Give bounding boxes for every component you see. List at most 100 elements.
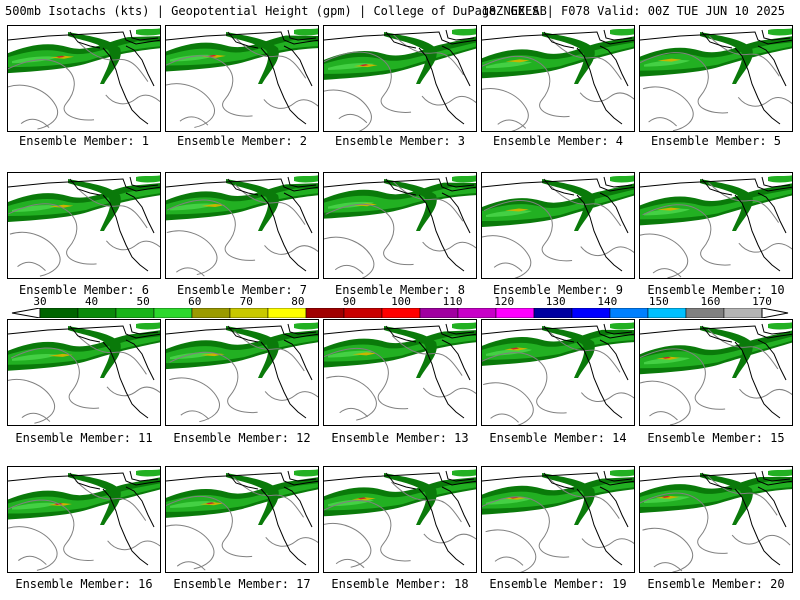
- boundary-line: [260, 47, 307, 125]
- isotach-band: [542, 473, 595, 525]
- colorbar-swatch: [267, 308, 307, 318]
- ensemble-map-plot: [640, 175, 792, 278]
- height-contour-line: [8, 499, 94, 561]
- ensemble-member-map: [639, 466, 793, 573]
- political-boundaries: [640, 29, 792, 125]
- colorbar-tick-label: 110: [442, 295, 463, 308]
- boundary-line: [445, 470, 475, 482]
- isotach-fill: [324, 469, 476, 525]
- ensemble-member-label: Ensemble Member: 13: [331, 431, 469, 445]
- boundary-line: [757, 339, 787, 381]
- height-contour-line: [706, 474, 778, 516]
- isotach-fill: [8, 175, 160, 231]
- ensemble-member-label: Ensemble Member: 1: [18, 134, 150, 148]
- boundary-line: [734, 194, 781, 272]
- height-contour-line: [8, 526, 58, 571]
- ensemble-member-label: Ensemble Member: 11: [15, 431, 153, 445]
- boundary-line: [543, 325, 575, 343]
- isotach-band: [452, 469, 476, 477]
- height-contour-line: [179, 116, 209, 126]
- ensemble-member-label: Ensemble Member: 4: [492, 134, 624, 148]
- boundary-line: [734, 488, 781, 566]
- height-contour-line: [548, 478, 620, 519]
- height-contour-line: [640, 492, 728, 554]
- political-boundaries: [640, 470, 792, 566]
- height-contour-line: [166, 83, 215, 128]
- ensemble-member-map: [7, 466, 161, 573]
- height-contour-line: [653, 562, 683, 572]
- political-boundaries: [166, 470, 318, 566]
- jet-core: [656, 207, 681, 211]
- isotach-band: [136, 175, 160, 183]
- isotach-band: [136, 28, 160, 36]
- isotach-band: [324, 186, 476, 213]
- ensemble-map-plot: [482, 28, 634, 131]
- boundary-line: [102, 488, 149, 566]
- political-boundaries: [640, 323, 792, 419]
- jet-core: [504, 208, 529, 212]
- boundary-line: [8, 31, 160, 45]
- height-contour-line: [580, 392, 634, 402]
- height-contour-line: [265, 537, 318, 547]
- isotach-band: [68, 32, 121, 84]
- boundary-line: [102, 47, 149, 125]
- height-contour-line: [169, 377, 220, 423]
- boundary-line: [640, 178, 792, 192]
- height-contour-line: [264, 245, 318, 255]
- isotach-band: [610, 322, 634, 330]
- isotach-band: [226, 473, 279, 525]
- isotach-band: [486, 61, 532, 69]
- ensemble-member-map: [323, 466, 477, 573]
- boundary-line: [324, 31, 476, 45]
- height-contours: [8, 187, 160, 277]
- colorbar-tick-label: 50: [136, 295, 150, 308]
- political-boundaries: [482, 470, 634, 566]
- boundary-line: [701, 472, 733, 490]
- ensemble-map-plot: [482, 322, 634, 425]
- colorbar-tick-label: 150: [648, 295, 669, 308]
- isotach-band: [644, 357, 690, 365]
- colorbar-swatch: [647, 308, 687, 318]
- isotach-band: [700, 179, 753, 231]
- colorbar-tick-label: 160: [700, 295, 721, 308]
- isotach-band: [384, 32, 437, 84]
- boundary-line: [640, 472, 792, 486]
- boundary-line: [385, 31, 417, 49]
- isotach-band: [294, 469, 318, 477]
- height-contour-line: [550, 185, 622, 227]
- ensemble-member-label: Ensemble Member: 2: [176, 134, 308, 148]
- jet-core: [50, 55, 75, 59]
- height-contours: [166, 184, 318, 277]
- isotach-fill: [482, 28, 634, 84]
- isotach-fill: [640, 469, 792, 525]
- boundary-line: [701, 178, 733, 196]
- boundary-line: [418, 47, 465, 125]
- ensemble-map-plot: [166, 322, 318, 423]
- jet-max: [662, 356, 672, 359]
- height-contour-line: [263, 99, 318, 109]
- isotach-band: [452, 28, 476, 36]
- height-contour-line: [8, 379, 55, 424]
- boundary-line: [576, 47, 623, 125]
- height-contour-line: [422, 241, 476, 252]
- colorbar-swatch: [419, 308, 459, 318]
- height-contour-line: [338, 113, 368, 124]
- colorbar-swatch: [305, 308, 345, 318]
- ensemble-member-map: [165, 466, 319, 573]
- ensemble-member-map: [639, 172, 793, 279]
- height-contour-line: [482, 55, 570, 118]
- boundary-line: [445, 323, 475, 335]
- height-contour-line: [176, 561, 206, 571]
- height-contour-line: [20, 118, 50, 128]
- boundary-line: [757, 486, 787, 528]
- height-contour-line: [551, 39, 622, 80]
- height-contour-line: [169, 351, 258, 414]
- boundary-line: [482, 31, 634, 45]
- boundary-line: [324, 472, 476, 486]
- political-boundaries: [8, 323, 160, 419]
- boundary-line: [441, 192, 471, 234]
- ensemble-member-map: [165, 319, 319, 426]
- ensemble-member-label: Ensemble Member: 20: [647, 577, 785, 591]
- colorbar-swatch: [115, 308, 155, 318]
- boundary-line: [599, 486, 629, 528]
